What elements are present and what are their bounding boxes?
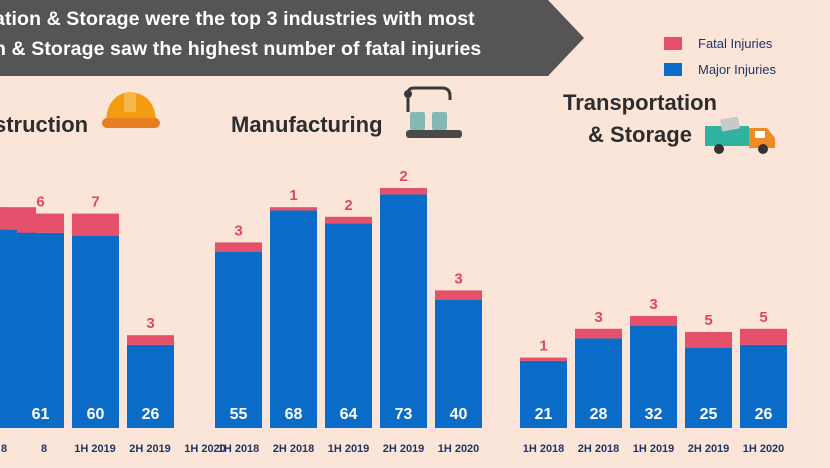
truck-wheel-rear [714, 144, 724, 154]
chart-2-bar-major-3 [325, 223, 372, 428]
chart-1-bar-fatal-5 [127, 335, 174, 345]
chart-3-bar-fatal-1 [520, 357, 567, 361]
chart-2-bar-major-4 [380, 194, 427, 428]
chart-2-tick-4: 2H 2019 [383, 443, 425, 455]
banner-background [0, 0, 584, 76]
chart-1-bar-major-3 [17, 232, 64, 428]
chart-1-label-fatal-3: 6 [36, 194, 44, 211]
chart-3-label-major-5: 26 [755, 406, 773, 423]
chart-3-tick-5: 1H 2020 [743, 443, 785, 455]
chart-1-bar-major-4 [72, 236, 119, 428]
chart-2-label-fatal-4: 2 [399, 168, 407, 185]
chart-3-title-line-1: Transportation [563, 90, 717, 115]
chart-2-tick-5: 1H 2020 [438, 443, 480, 455]
banner-line-1: ation & Storage were the top 3 industrie… [0, 8, 475, 30]
chart-1-label-fatal-5: 3 [146, 315, 154, 332]
chart-1-tick-4: 2H 2019 [129, 443, 171, 455]
product-box-2 [432, 112, 447, 130]
legend: Fatal Injuries Major Injuries [664, 28, 824, 88]
chart-3-label-major-3: 32 [645, 406, 663, 423]
chart-3-title-line-2: & Storage [588, 122, 692, 147]
chart-3-bar-fatal-4 [685, 332, 732, 348]
chart-1-label-major-5: 26 [142, 406, 160, 423]
chart-3-bar-fatal-2 [575, 328, 622, 339]
chart-2-tick-2: 2H 2018 [273, 443, 315, 455]
chart-2-tick-1: 1H 2018 [218, 443, 260, 455]
chart-1-label-major-3: 61 [32, 406, 50, 423]
chart-2-bar-fatal-1 [215, 242, 262, 252]
chart-1-label-major-4: 60 [87, 406, 105, 423]
title-banner: ation & Storage were the top 3 industrie… [0, 0, 584, 76]
chart-3-bar-major-1 [520, 360, 567, 428]
chart-2-tick-3: 1H 2019 [328, 443, 370, 455]
factory-robot-arm-icon [404, 86, 462, 138]
hard-hat-icon [102, 92, 160, 128]
chart-2-label-major-2: 68 [285, 406, 303, 423]
chart-1-bar-fatal-4 [72, 213, 119, 236]
truck-wheel-front [758, 144, 768, 154]
delivery-truck-icon [705, 116, 775, 154]
chart-1-tick-3: 1H 2019 [74, 443, 116, 455]
legend-item-fatal: Fatal Injuries [664, 33, 772, 53]
chart-1-tick-5: 1H 2020 [184, 443, 226, 455]
chart-1-tick-1: 8 [1, 443, 7, 455]
chart-2-label-fatal-3: 2 [344, 197, 352, 214]
chart-2-label-fatal-1: 3 [234, 222, 242, 239]
legend-item-major: Major Injuries [664, 59, 776, 79]
chart-3-bar-major-3 [630, 325, 677, 428]
chart-3-bar-fatal-3 [630, 316, 677, 326]
chart-2-bar-major-2 [270, 210, 317, 428]
truck-window [755, 131, 765, 138]
chart-1-tick-2: 8 [41, 443, 47, 455]
chart-2-bar-major-1 [215, 252, 262, 428]
chart-3-tick-4: 2H 2019 [688, 443, 730, 455]
chart-3-tick-2: 2H 2018 [578, 443, 620, 455]
robot-arm [406, 86, 452, 112]
chart-1-title-line-1: struction [0, 112, 88, 137]
hard-hat-ridge [124, 92, 136, 112]
hard-hat-brim [102, 118, 160, 128]
conveyor-belt [406, 130, 462, 138]
chart-2-bar-fatal-5 [435, 290, 482, 300]
chart-3-tick-1: 1H 2018 [523, 443, 565, 455]
chart-1-bar-major-5 [127, 344, 174, 428]
chart-3-bar-fatal-5 [740, 328, 787, 345]
chart-2-label-fatal-5: 3 [454, 270, 462, 287]
chart-2-bar-major-5 [435, 300, 482, 428]
chart-2-label-major-5: 40 [450, 406, 468, 423]
chart-2-bar-fatal-3 [325, 216, 372, 224]
chart-2-title-line-1: Manufacturing [231, 112, 383, 137]
chart-3-bar-major-4 [685, 348, 732, 428]
chart-3-label-fatal-1: 1 [539, 338, 547, 355]
legend-swatch-fatal [664, 36, 682, 50]
banner-line-2: n & Storage saw the highest number of fa… [0, 38, 482, 60]
chart-2-label-major-1: 55 [230, 406, 248, 423]
chart-2-bar-fatal-4 [380, 188, 427, 195]
chart-2-label-fatal-2: 1 [289, 187, 297, 204]
chart-3-label-fatal-4: 5 [704, 312, 712, 329]
chart-2-bar-fatal-2 [270, 207, 317, 211]
chart-3-label-major-1: 21 [535, 406, 553, 423]
legend-swatch-major [664, 62, 682, 76]
chart-2-label-major-4: 73 [395, 406, 413, 423]
chart-1-label-fatal-4: 7 [91, 194, 99, 211]
chart-3-bar-major-5 [740, 344, 787, 428]
chart-3-label-major-4: 25 [700, 406, 718, 423]
chart-3-bar-major-2 [575, 338, 622, 428]
chart-3-label-fatal-2: 3 [594, 309, 602, 326]
legend-label-fatal: Fatal Injuries [698, 35, 773, 51]
chart-3-label-fatal-5: 5 [759, 309, 767, 326]
chart-2-label-major-3: 64 [340, 406, 358, 423]
legend-label-major: Major Injuries [698, 61, 777, 77]
truck-cargo [705, 126, 749, 146]
product-box-1 [410, 112, 425, 130]
chart-3-tick-3: 1H 2019 [633, 443, 675, 455]
robot-joint [404, 90, 412, 98]
chart-3-label-major-2: 28 [590, 406, 608, 423]
chart-3-label-fatal-3: 3 [649, 296, 657, 313]
truck-crate [720, 116, 740, 132]
chart-1-bar-fatal-3 [17, 213, 64, 233]
